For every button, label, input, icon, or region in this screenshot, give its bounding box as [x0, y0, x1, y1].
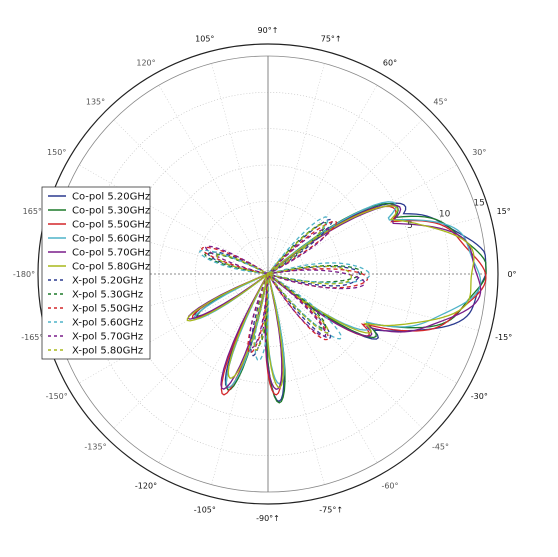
pattern-curves — [186, 201, 487, 404]
angle-tick-label: 60° — [383, 59, 397, 68]
legend-entry: X-pol 5.70GHz — [72, 332, 143, 343]
grid-spoke — [158, 273, 269, 463]
series-line-1 — [196, 202, 487, 404]
series-line-4 — [187, 204, 482, 391]
legend-entry: X-pol 5.50GHz — [72, 304, 143, 315]
grid-spoke — [267, 217, 479, 275]
radial-tick-label: 5 — [407, 221, 413, 231]
grid-spoke — [267, 273, 423, 429]
series-line-0 — [194, 202, 487, 403]
series-line-8 — [201, 220, 369, 354]
angle-tick-label: -30° — [471, 392, 488, 401]
grid-spoke — [267, 85, 378, 275]
angle-tick-labels: 0° 15° 30° 45° 60° 75°↑ 90°↑ 105° 120° 135° 150° 16… — [13, 26, 517, 523]
series-line-6 — [207, 218, 361, 357]
angle-tick-label: -15° — [495, 333, 512, 342]
grid-spoke — [267, 119, 423, 275]
grid-spoke — [113, 273, 269, 429]
legend-entry: Co-pol 5.30GHz — [72, 206, 150, 217]
angle-tick-label: -150° — [46, 392, 68, 401]
angle-tick-label: 165° — [23, 207, 42, 216]
angle-tick-label: 15° — [497, 207, 511, 216]
grid-spoke — [158, 85, 269, 275]
legend-entry: X-pol 5.20GHz — [72, 276, 143, 287]
legend-entry: X-pol 5.80GHz — [72, 346, 143, 357]
grid-spoke — [267, 273, 378, 463]
series-line-11 — [216, 223, 353, 351]
angle-tick-label: 105° — [195, 34, 214, 43]
series-line-3 — [192, 201, 482, 389]
angle-tick-label: 75°↑ — [321, 34, 342, 43]
grid-spoke — [267, 273, 457, 384]
angle-tick-label: 150° — [47, 148, 66, 157]
outer-ring — [37, 43, 499, 505]
legend-box — [41, 186, 151, 360]
angle-tick-label: -45° — [432, 443, 449, 452]
grid-spoke — [79, 273, 269, 384]
angle-tick-label: 135° — [86, 98, 105, 107]
angle-tick-label: -165° — [21, 333, 43, 342]
series-line-2 — [191, 205, 487, 396]
angle-tick-label: -90°↑ — [256, 514, 280, 523]
grid-spoke — [113, 119, 269, 275]
angle-tick-label: 0° — [507, 270, 516, 279]
angle-tick-label: -60° — [381, 481, 398, 490]
legend: Co-pol 5.20GHz Co-pol 5.30GHz Co-pol 5.50G… — [41, 186, 151, 360]
legend-entry: Co-pol 5.60GHz — [72, 234, 150, 245]
angle-tick-label: -180° — [13, 270, 35, 279]
radial-tick-labels: 5 10 15 — [407, 198, 485, 231]
legend-entry: X-pol 5.60GHz — [72, 318, 143, 329]
series-line-5 — [186, 205, 475, 389]
series-line-9 — [198, 216, 371, 362]
series-line-10 — [204, 228, 366, 349]
grid-spoke — [267, 273, 479, 331]
angle-tick-label: -135° — [84, 443, 106, 452]
angle-tick-label: 90°↑ — [258, 26, 279, 35]
angle-tick-label: 30° — [472, 148, 486, 157]
legend-entry: Co-pol 5.50GHz — [72, 220, 150, 231]
legend-entry: Co-pol 5.20GHz — [72, 192, 150, 203]
grid-spoke — [211, 63, 269, 275]
radial-tick-label: 10 — [439, 210, 451, 220]
angle-tick-label: -105° — [194, 506, 216, 515]
legend-entry: X-pol 5.30GHz — [72, 290, 143, 301]
angle-tick-label: -120° — [135, 481, 157, 490]
angle-tick-label: -75°↑ — [319, 506, 343, 515]
legend-entry: Co-pol 5.70GHz — [72, 248, 150, 259]
grid-spoke — [267, 273, 325, 485]
radial-tick-label: 15 — [473, 198, 484, 208]
grid-spoke — [267, 63, 325, 275]
angle-tick-label: 45° — [433, 98, 447, 107]
legend-entry: Co-pol 5.80GHz — [72, 262, 150, 273]
angle-tick-label: 120° — [136, 59, 155, 68]
grid-spoke — [57, 273, 269, 331]
